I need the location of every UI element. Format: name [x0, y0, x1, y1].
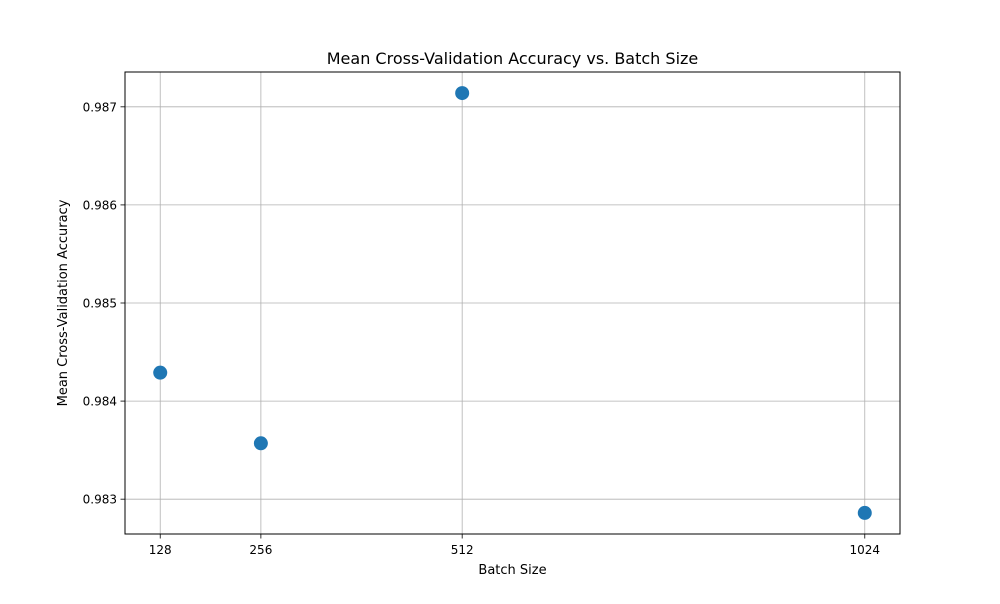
data-point: [253, 436, 268, 451]
x-axis-label: Batch Size: [478, 563, 546, 578]
data-point: [153, 365, 168, 380]
data-point: [455, 86, 470, 101]
y-tick-label: 0.983: [83, 493, 117, 507]
data-point: [857, 505, 872, 520]
y-axis-label: Mean Cross-Validation Accuracy: [56, 199, 71, 406]
grid: [125, 72, 900, 534]
x-tick-label: 512: [451, 543, 474, 557]
y-tick-label: 0.984: [83, 395, 117, 409]
y-tick-label: 0.987: [83, 100, 117, 114]
y-tick-label: 0.986: [83, 198, 117, 212]
chart-title: Mean Cross-Validation Accuracy vs. Batch…: [327, 49, 699, 68]
y-tick-label: 0.985: [83, 297, 117, 311]
x-axis-ticks: 128 256 512 1024: [149, 534, 880, 557]
y-axis-ticks: 0.983 0.984 0.985 0.986 0.987: [83, 100, 125, 507]
x-tick-label: 256: [249, 543, 272, 557]
x-tick-label: 1024: [849, 543, 880, 557]
data-points: [153, 86, 872, 520]
x-tick-label: 128: [149, 543, 172, 557]
